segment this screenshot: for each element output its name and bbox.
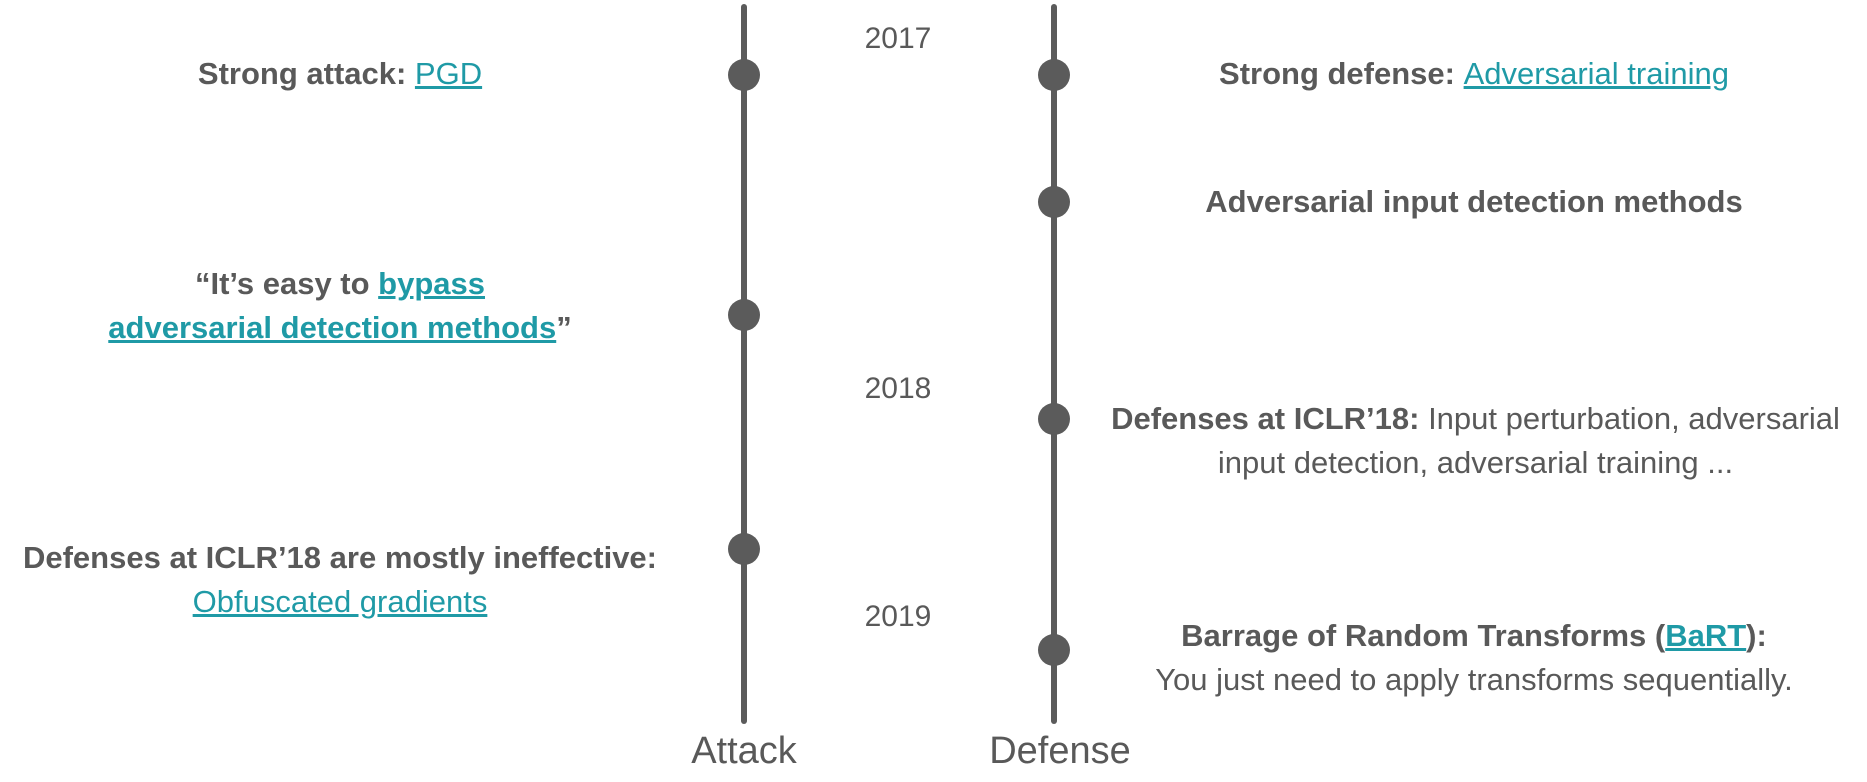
obfuscated-intro: Defenses at ICLR’18 are mostly ineffecti… [22, 540, 658, 575]
attack-dot-pgd [728, 59, 760, 91]
defense-dot-detection-methods [1038, 186, 1070, 218]
attack-timeline-line [741, 4, 747, 724]
defense-dot-adversarial-training [1038, 59, 1070, 91]
year-2017-label: 2017 [864, 22, 932, 55]
adversarial-training-link[interactable]: Adversarial training [1463, 56, 1729, 91]
detection-methods-title: Adversarial input detection methods [1205, 184, 1743, 219]
bypass-close-quote: ” [556, 310, 572, 345]
pgd-link[interactable]: PGD [414, 56, 483, 91]
attack-event-pgd-prefix: Strong attack: [197, 56, 415, 91]
iclr18-bold-label: Defenses at ICLR’18: [1111, 401, 1420, 436]
bart-description: You just need to apply transforms sequen… [1155, 662, 1793, 697]
bypass-open-quote: “It’s easy to [194, 266, 379, 301]
defense-event-bart: Barrage of Random Transforms (BaRT): You… [1084, 614, 1864, 702]
iclr18-line1-rest: Input perturbation, adversarial [1419, 401, 1840, 436]
attack-event-bypass-detection: “It’s easy to bypass adversarial detecti… [40, 262, 640, 350]
defense-event-adversarial-training-prefix: Strong defense: [1219, 56, 1464, 91]
attack-event-obfuscated-gradients: Defenses at ICLR’18 are mostly ineffecti… [0, 536, 680, 624]
defense-dot-bart [1038, 634, 1070, 666]
year-2019-label: 2019 [864, 600, 932, 633]
attack-dot-obfuscated-gradients [728, 533, 760, 565]
attack-dot-bypass-detection [728, 299, 760, 331]
defense-timeline-line [1051, 4, 1057, 724]
bypass-link-part1[interactable]: bypass [378, 266, 486, 301]
defense-event-detection-methods: Adversarial input detection methods [1084, 180, 1864, 224]
defense-event-adversarial-training: Strong defense: Adversarial training [1084, 52, 1864, 96]
bart-link[interactable]: BaRT [1665, 618, 1747, 653]
defense-axis-label: Defense [989, 730, 1131, 772]
obfuscated-gradients-link[interactable]: Obfuscated gradients [192, 584, 488, 619]
bart-suffix: ): [1746, 618, 1767, 653]
defense-dot-iclr18 [1038, 403, 1070, 435]
year-2018-label: 2018 [864, 372, 932, 405]
iclr18-line2: input detection, adversarial training ..… [1217, 445, 1734, 480]
attack-axis-label: Attack [691, 730, 797, 772]
defense-event-iclr18: Defenses at ICLR’18: Input perturbation,… [1084, 397, 1867, 485]
attack-event-pgd: Strong attack: PGD [40, 52, 640, 96]
bypass-link-part2[interactable]: adversarial detection methods [108, 310, 557, 345]
bart-prefix: Barrage of Random Transforms ( [1181, 618, 1666, 653]
